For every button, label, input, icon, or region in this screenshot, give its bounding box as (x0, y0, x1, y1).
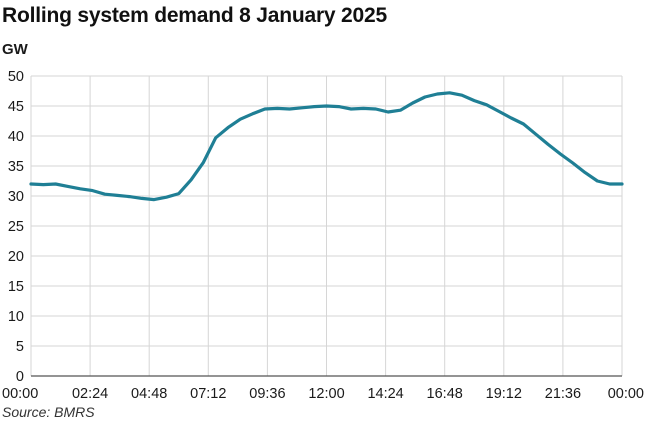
chart-title: Rolling system demand 8 January 2025 (2, 4, 387, 27)
x-tick-label: 19:12 (486, 386, 522, 402)
y-tick-label: 10 (8, 309, 24, 325)
y-tick-label: 20 (8, 249, 24, 265)
x-tick-labels: 00:00 02:24 04:48 07:12 09:36 12:00 14:24 16:48… (2, 386, 644, 402)
x-tick-label: 09:36 (249, 386, 285, 402)
y-tick-label: 50 (8, 69, 24, 85)
x-tick-label: 07:12 (190, 386, 226, 402)
x-gridlines (30, 76, 623, 376)
x-tick-label: 14:24 (367, 386, 403, 402)
y-tick-label: 0 (16, 369, 24, 385)
y-tick-label: 35 (8, 159, 24, 175)
x-tick-label: 02:24 (72, 386, 108, 402)
y-tick-label: 25 (8, 219, 24, 235)
source-note: Source: BMRS (2, 404, 95, 420)
x-tick-label: 16:48 (427, 386, 463, 402)
y-tick-label: 30 (8, 189, 24, 205)
y-tick-labels: 0 5 10 15 20 25 30 35 40 45 50 (8, 69, 24, 385)
y-axis-unit-label: GW (2, 41, 29, 58)
x-tick-label: 04:48 (131, 386, 167, 402)
series-line-demand (29, 91, 624, 202)
x-tick-label: 21:36 (545, 386, 581, 402)
x-tick-label: 12:00 (308, 386, 344, 402)
y-tick-label: 45 (8, 99, 24, 115)
y-tick-label: 40 (8, 129, 24, 145)
x-tick-label: 00:00 (2, 386, 38, 402)
y-tick-label: 15 (8, 279, 24, 295)
y-tick-label: 5 (16, 339, 24, 355)
x-tick-label: 00:00 (608, 386, 644, 402)
